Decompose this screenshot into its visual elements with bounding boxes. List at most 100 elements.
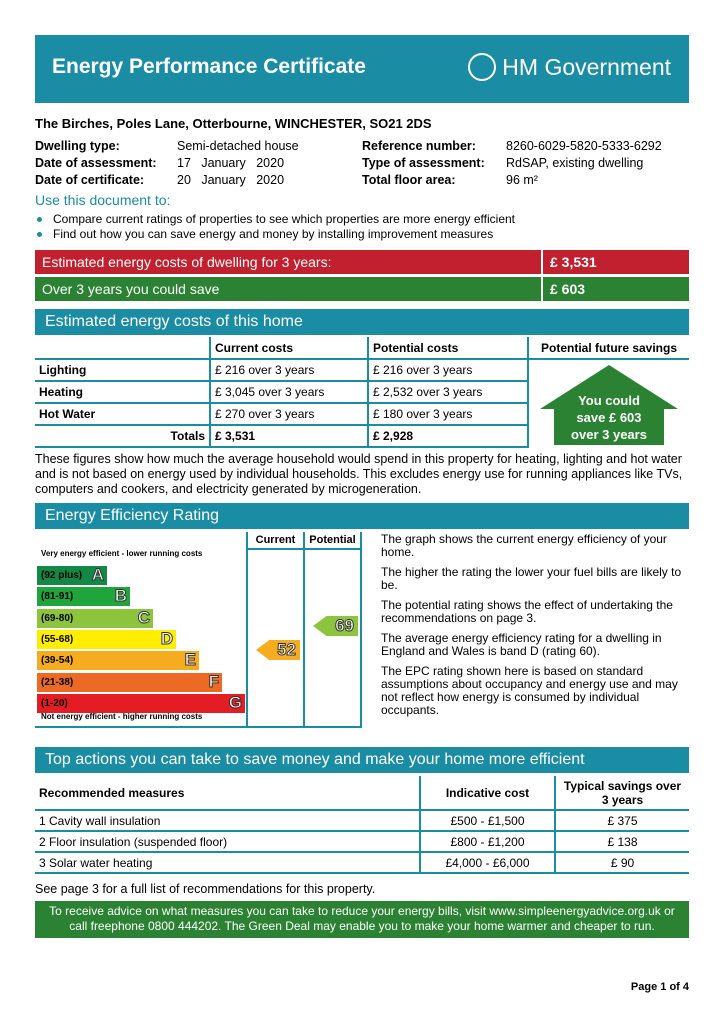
rating-band-e: (39-54) E bbox=[37, 650, 199, 671]
value: Semi-detached house bbox=[177, 139, 299, 153]
cell: £ 180 over 3 years bbox=[367, 403, 528, 426]
col-header: Potential future savings bbox=[527, 337, 689, 360]
cell: £ 2,928 bbox=[367, 425, 528, 448]
paragraph: The graph shows the current energy effic… bbox=[381, 532, 667, 559]
rating-band-f: (21-38) F bbox=[37, 671, 222, 692]
page-number: Page 1 of 4 bbox=[630, 981, 689, 993]
cell: £ 216 over 3 years bbox=[367, 359, 528, 382]
page-title: Energy Performance Certificate bbox=[52, 55, 366, 78]
label: Date of assessment: bbox=[35, 156, 157, 170]
bullet: Compare current ratings of properties to… bbox=[35, 212, 515, 227]
details-right: Reference number: 8260-6029-5820-5333-629… bbox=[362, 138, 662, 189]
arrow-text: save £ 603 bbox=[576, 410, 642, 425]
save-value: £ 603 bbox=[550, 281, 586, 297]
use-bullets: Compare current ratings of properties to… bbox=[35, 212, 515, 242]
cell: Hot Water bbox=[35, 403, 210, 426]
table-row: Heating £ 3,045 over 3 years £ 2,532 over … bbox=[35, 381, 689, 404]
arrow-text: You could bbox=[578, 393, 640, 408]
see-page-note: See page 3 for a full list of recommenda… bbox=[35, 882, 376, 896]
savings-arrow: You could save £ 603 over 3 years bbox=[540, 365, 678, 445]
band-letter: C bbox=[137, 607, 150, 627]
top-label: Very energy efficient - lower running co… bbox=[41, 549, 203, 558]
paragraph: The average energy efficiency rating for… bbox=[381, 631, 662, 658]
details-left: Dwelling type: Semi-detached house Date o… bbox=[35, 138, 299, 189]
cell: £800 - £1,200 bbox=[419, 831, 555, 853]
paragraph: The EPC rating shown here is based on st… bbox=[381, 664, 678, 717]
costs-explanation: These figures show how much the average … bbox=[35, 452, 683, 496]
cell: £ 375 bbox=[554, 810, 689, 832]
cell: £ 90 bbox=[554, 852, 689, 874]
cell: 3 Solar water heating bbox=[35, 852, 420, 874]
col-header: Potential costs bbox=[367, 337, 528, 360]
band-range: (1-20) bbox=[41, 697, 68, 709]
property-address: The Birches, Poles Lane, Otterbourne, WI… bbox=[35, 116, 432, 131]
cell: £ 270 over 3 years bbox=[209, 403, 368, 426]
band-letter: A bbox=[91, 565, 104, 585]
bottom-label: Not energy efficient - higher running co… bbox=[41, 712, 203, 721]
band-range: (81-91) bbox=[41, 591, 74, 603]
cell: £ 3,045 over 3 years bbox=[209, 381, 368, 404]
table-row: 1 Cavity wall insulation £500 - £1,500 £ 3… bbox=[35, 810, 689, 832]
label: Dwelling type: bbox=[35, 139, 120, 153]
actions-table: Recommended measures Indicative cost Typic… bbox=[35, 776, 689, 874]
bullet: Find out how you can save energy and mon… bbox=[35, 227, 515, 242]
table-row: 2 Floor insulation (suspended floor) £800… bbox=[35, 831, 689, 853]
band-letter: F bbox=[208, 671, 219, 691]
cell: £ 138 bbox=[554, 831, 689, 853]
band-range: (92 plus) bbox=[41, 570, 83, 581]
current-rating-marker: 52 bbox=[256, 640, 300, 660]
paragraph: The higher the rating the lower your fue… bbox=[381, 565, 682, 592]
crest-icon bbox=[468, 53, 497, 81]
col-header: Current costs bbox=[209, 337, 368, 360]
cell: £4,000 - £6,000 bbox=[419, 852, 555, 874]
label: Total floor area: bbox=[362, 173, 456, 187]
label: Reference number: bbox=[362, 139, 476, 153]
rating-band-g: (1-20) G bbox=[37, 692, 245, 713]
paragraph: The potential rating shows the effect of… bbox=[381, 598, 673, 625]
logo-text: HM Government bbox=[502, 53, 671, 80]
rating-band-a: (92 plus) A bbox=[37, 565, 107, 585]
cell: 1 Cavity wall insulation bbox=[35, 810, 420, 832]
band-range: (21-38) bbox=[41, 676, 74, 688]
rating-band-c: (69-80) C bbox=[37, 607, 153, 628]
table-row: Hot Water £ 270 over 3 years £ 180 over 3 … bbox=[35, 403, 689, 426]
cell: Lighting bbox=[35, 359, 210, 382]
cell: Totals bbox=[35, 425, 210, 448]
section-costs-title: Estimated energy costs of this home bbox=[35, 309, 689, 335]
cell: £ 216 over 3 years bbox=[209, 359, 368, 382]
cell: £ 3,531 bbox=[209, 425, 368, 448]
table-row: 3 Solar water heating £4,000 - £6,000 £ 90 bbox=[35, 852, 689, 874]
band-range: (39-54) bbox=[41, 655, 74, 667]
arrow-text: over 3 years bbox=[571, 427, 647, 442]
cell: £ 2,532 over 3 years bbox=[367, 381, 528, 404]
section-actions-title: Top actions you can take to save money a… bbox=[35, 747, 689, 773]
header-banner: Energy Performance Certificate HM Govern… bbox=[35, 35, 689, 103]
cost-bar: Estimated energy costs of dwelling for 3… bbox=[35, 250, 689, 274]
value: RdSAP, existing dwelling bbox=[506, 156, 644, 170]
col-header: Typical savings over 3 years bbox=[554, 776, 689, 811]
potential-header: Potential bbox=[309, 534, 356, 546]
save-bar: Over 3 years you could save £ 603 bbox=[35, 277, 689, 301]
band-range: (55-68) bbox=[41, 633, 74, 645]
potential-rating-marker: 69 bbox=[313, 616, 358, 636]
cell: 2 Floor insulation (suspended floor) bbox=[35, 831, 420, 853]
col-header: Indicative cost bbox=[419, 776, 555, 811]
cell: £500 - £1,500 bbox=[419, 810, 555, 832]
label: Date of certificate: bbox=[35, 173, 145, 187]
cost-value: £ 3,531 bbox=[550, 254, 597, 270]
rating-chart: Very energy efficient - lower running co… bbox=[35, 532, 365, 732]
band-range: (69-80) bbox=[41, 612, 74, 624]
band-letter: G bbox=[228, 692, 242, 712]
save-label: Over 3 years you could save bbox=[35, 277, 543, 301]
band-letter: B bbox=[114, 586, 127, 606]
cost-label: Estimated energy costs of dwelling for 3… bbox=[35, 250, 543, 274]
rating-band-b: (81-91) B bbox=[37, 586, 130, 607]
advice-box: To receive advice on what measures you c… bbox=[35, 901, 689, 938]
cell: Heating bbox=[35, 381, 210, 404]
section-rating-title: Energy Efficiency Rating bbox=[35, 503, 689, 529]
value: 8260-6029-5820-5333-6292 bbox=[506, 139, 662, 153]
hm-government-logo: HM Government bbox=[468, 53, 671, 81]
value: 17 January 2020 bbox=[177, 156, 285, 170]
band-letter: E bbox=[184, 650, 196, 670]
label: Type of assessment: bbox=[362, 156, 485, 170]
